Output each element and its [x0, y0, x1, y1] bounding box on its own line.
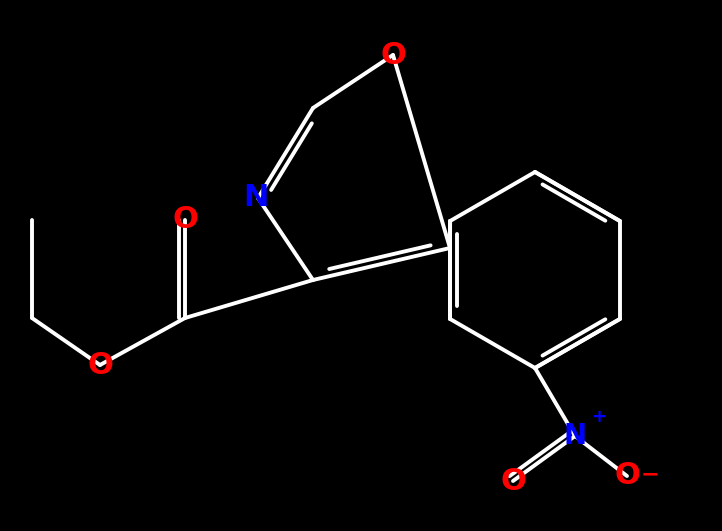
- Text: O: O: [172, 205, 198, 235]
- Text: N: N: [243, 184, 269, 212]
- Text: N: N: [563, 422, 586, 450]
- Text: O: O: [87, 350, 113, 380]
- Text: +: +: [591, 408, 606, 426]
- Text: O: O: [614, 461, 640, 491]
- Text: O: O: [500, 467, 526, 495]
- Text: O: O: [380, 40, 406, 70]
- Text: −: −: [641, 464, 660, 484]
